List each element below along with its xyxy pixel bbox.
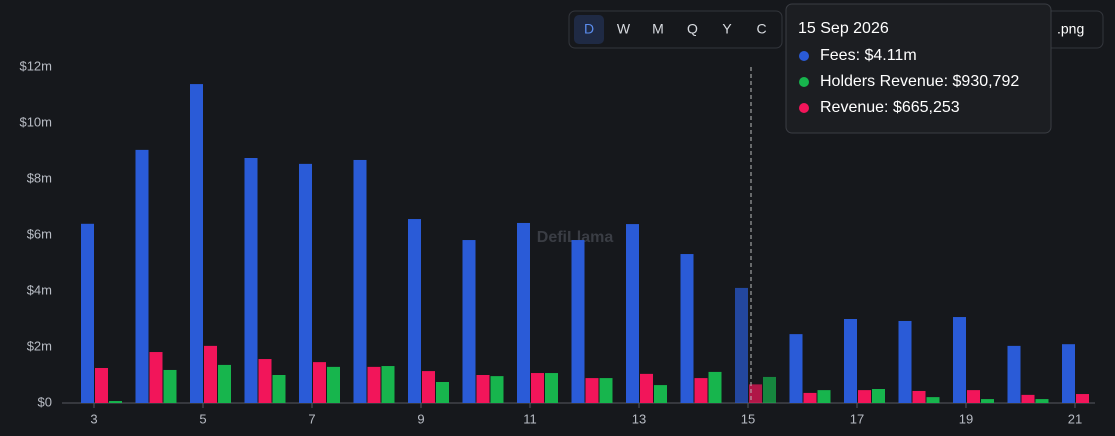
x-tick-label: 15 (741, 411, 755, 426)
y-tick-label: $6m (27, 226, 52, 241)
y-tick-label: $4m (27, 282, 52, 297)
bar[interactable] (749, 384, 762, 403)
bar[interactable] (858, 390, 871, 403)
bar[interactable] (967, 390, 980, 403)
control[interactable]: Q (687, 21, 698, 37)
bar[interactable] (545, 373, 558, 403)
bar[interactable] (803, 392, 817, 403)
bar[interactable] (422, 371, 435, 403)
y-tick-label: $8m (27, 170, 52, 185)
bar[interactable] (381, 366, 395, 403)
x-tick-label: 17 (850, 411, 864, 426)
bar[interactable] (680, 254, 694, 403)
bar[interactable] (1007, 345, 1021, 403)
bar[interactable] (95, 368, 108, 403)
x-tick-label: 19 (959, 411, 973, 426)
bar[interactable] (531, 373, 544, 403)
tooltip: 15 Sep 2026 Fees: $4.11m Holders Revenue: … (785, 3, 1052, 134)
bar[interactable] (1062, 344, 1075, 403)
control[interactable]: C (756, 21, 766, 37)
bar[interactable] (694, 378, 708, 403)
tooltip-item: Fees: $4.11m (820, 47, 917, 64)
controls-frame (568, 10, 783, 49)
bar[interactable] (654, 385, 667, 403)
x-tick-label: 13 (632, 411, 646, 426)
bar[interactable] (571, 240, 585, 403)
tooltip-dot (799, 103, 809, 113)
bar[interactable] (436, 382, 449, 403)
bar[interactable] (367, 366, 381, 403)
bar[interactable] (462, 240, 476, 403)
export-label[interactable]: .png (1057, 21, 1084, 37)
bar[interactable] (817, 390, 831, 403)
tooltip-item: Revenue: $665,253 (820, 99, 960, 116)
bar[interactable] (313, 362, 326, 403)
x-tick-label: 11 (523, 411, 537, 426)
control[interactable]: M (652, 21, 664, 37)
bar[interactable] (585, 378, 599, 403)
bar[interactable] (258, 359, 272, 403)
tooltip-item: Holders Revenue: $930,792 (820, 73, 1019, 90)
bar[interactable] (353, 159, 367, 403)
bar[interactable] (872, 389, 885, 403)
bar[interactable] (327, 366, 340, 403)
bar[interactable] (190, 84, 203, 403)
bar[interactable] (299, 163, 312, 403)
bar[interactable] (599, 378, 613, 403)
bar[interactable] (926, 397, 940, 403)
bar[interactable] (763, 376, 776, 403)
x-tick-label: 3 (90, 411, 97, 426)
bar[interactable] (640, 373, 653, 403)
bar[interactable] (953, 317, 966, 403)
watermark: DefiLlama (537, 229, 614, 246)
x-tick-label: 21 (1068, 411, 1082, 426)
bar[interactable] (135, 149, 149, 403)
y-tick-label: $10m (19, 114, 52, 129)
bar[interactable] (163, 369, 177, 403)
control[interactable]: D (584, 21, 594, 37)
tooltip-dot (799, 77, 809, 87)
bar[interactable] (735, 287, 748, 403)
control-active (574, 15, 604, 44)
bar[interactable] (476, 375, 490, 403)
bar[interactable] (408, 219, 421, 403)
y-tick-label: $12m (19, 58, 52, 73)
bar[interactable] (912, 390, 926, 403)
x-tick-label: 5 (199, 411, 206, 426)
bar[interactable] (218, 364, 231, 403)
bar[interactable] (844, 319, 857, 403)
y-tick-label: $2m (27, 338, 52, 353)
control[interactable]: W (617, 21, 631, 37)
y-tick-label: $0 (38, 394, 52, 409)
x-tick-label: 7 (308, 411, 315, 426)
bar[interactable] (789, 334, 803, 403)
bar[interactable] (708, 371, 722, 403)
bar[interactable] (1035, 399, 1049, 403)
bar[interactable] (204, 345, 217, 403)
tooltip-box (785, 3, 1052, 134)
bar[interactable] (1076, 394, 1089, 403)
bar[interactable] (626, 224, 639, 403)
tooltip-dot (799, 51, 809, 61)
bar[interactable] (517, 222, 530, 403)
bar[interactable] (272, 375, 286, 403)
bar[interactable] (81, 223, 94, 403)
control[interactable]: Y (722, 21, 732, 37)
x-tick-label: 9 (417, 411, 424, 426)
bar[interactable] (149, 352, 163, 403)
bar[interactable] (109, 401, 122, 403)
bar[interactable] (898, 320, 912, 403)
tooltip-title: 15 Sep 2026 (798, 20, 889, 37)
bar[interactable] (981, 399, 994, 403)
bar[interactable] (244, 158, 258, 403)
bar[interactable] (490, 376, 504, 403)
bar[interactable] (1021, 394, 1035, 403)
